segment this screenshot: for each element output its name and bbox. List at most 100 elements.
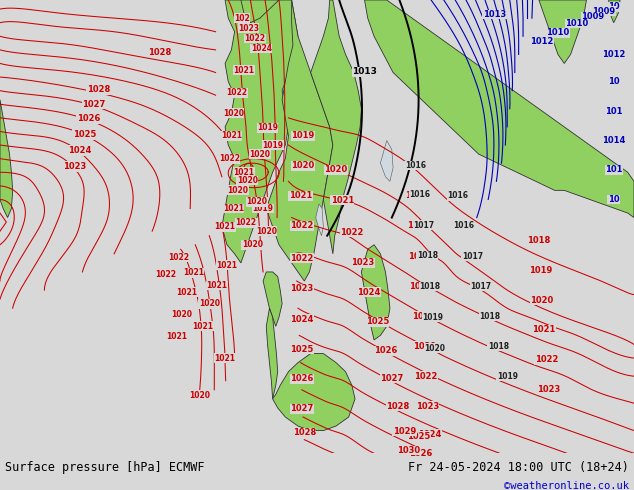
Text: 1021: 1021 [221, 131, 242, 141]
Text: Surface pressure [hPa] ECMWF: Surface pressure [hPa] ECMWF [5, 461, 205, 474]
Text: 1025: 1025 [407, 432, 430, 441]
Text: 1020: 1020 [256, 227, 277, 236]
Text: 10: 10 [608, 77, 619, 86]
Polygon shape [266, 0, 333, 281]
Text: 1021: 1021 [214, 222, 236, 231]
Text: 1024: 1024 [68, 146, 91, 155]
Polygon shape [0, 99, 13, 218]
Text: 1016: 1016 [447, 191, 469, 200]
Text: 1021: 1021 [233, 168, 255, 177]
Text: 1020: 1020 [171, 310, 192, 318]
Text: 1010: 1010 [547, 28, 569, 37]
Text: 1012: 1012 [531, 37, 553, 46]
Text: 1023: 1023 [538, 385, 560, 394]
Text: 1022: 1022 [244, 34, 266, 43]
Polygon shape [361, 245, 390, 340]
Text: 1019: 1019 [496, 372, 518, 381]
Polygon shape [609, 0, 620, 23]
Text: 1020: 1020 [227, 186, 249, 195]
Text: 1020: 1020 [412, 312, 435, 321]
Polygon shape [222, 0, 298, 263]
Text: 1027: 1027 [82, 100, 105, 109]
Text: 1020: 1020 [223, 109, 244, 118]
Text: 1021: 1021 [223, 204, 244, 213]
Text: ©weatheronline.co.uk: ©weatheronline.co.uk [504, 481, 629, 490]
Text: 1023: 1023 [351, 258, 374, 268]
Text: 1022: 1022 [415, 372, 437, 381]
Polygon shape [241, 0, 279, 23]
Text: 1022: 1022 [226, 88, 248, 98]
Text: 1025: 1025 [73, 130, 96, 139]
Text: 1017: 1017 [413, 221, 434, 230]
Polygon shape [365, 0, 634, 218]
Text: 1021: 1021 [233, 66, 255, 75]
Text: 1019: 1019 [252, 204, 274, 213]
Text: 1016: 1016 [453, 221, 475, 230]
Text: 1025: 1025 [290, 344, 313, 353]
Polygon shape [273, 354, 355, 431]
Text: 1021: 1021 [165, 332, 187, 341]
Text: 101: 101 [605, 106, 623, 116]
Text: 1027: 1027 [290, 404, 313, 414]
Text: 1019: 1019 [292, 131, 314, 141]
Text: 1018: 1018 [417, 251, 438, 260]
Text: 1022: 1022 [155, 270, 177, 279]
Text: 1010: 1010 [566, 19, 588, 28]
Text: 1022: 1022 [219, 154, 240, 163]
Text: 1028: 1028 [387, 402, 410, 411]
Text: 1021: 1021 [176, 288, 198, 297]
Text: 1028: 1028 [148, 48, 171, 57]
Text: 1030: 1030 [398, 446, 420, 455]
Text: 1023: 1023 [416, 402, 439, 411]
Text: 1021: 1021 [192, 322, 214, 331]
Text: 1017: 1017 [407, 221, 430, 230]
Text: 1022: 1022 [290, 254, 313, 263]
Text: 1017: 1017 [470, 282, 491, 291]
Polygon shape [539, 0, 586, 64]
Text: 1021: 1021 [214, 354, 236, 363]
Text: 1026: 1026 [374, 346, 397, 355]
Text: 1020: 1020 [292, 161, 314, 171]
Text: 1009: 1009 [581, 12, 604, 21]
Polygon shape [263, 272, 282, 326]
Text: 1020: 1020 [189, 391, 210, 400]
Text: 1018: 1018 [408, 251, 431, 261]
Text: 1027: 1027 [380, 374, 403, 383]
Text: 1026: 1026 [290, 374, 313, 383]
Text: 1023: 1023 [63, 162, 86, 171]
Text: Fr 24-05-2024 18:00 UTC (18+24): Fr 24-05-2024 18:00 UTC (18+24) [408, 461, 629, 474]
Text: 1021: 1021 [413, 342, 436, 351]
Text: 10: 10 [608, 195, 619, 204]
Text: 1013: 1013 [483, 10, 506, 19]
Text: 1016: 1016 [409, 191, 430, 199]
Text: 1022: 1022 [535, 355, 558, 365]
Text: 10: 10 [608, 2, 619, 11]
Text: 1024: 1024 [418, 430, 441, 439]
Text: 1028: 1028 [87, 85, 110, 94]
Text: 1019: 1019 [529, 266, 552, 274]
Text: 1028: 1028 [293, 428, 316, 438]
Text: 1019: 1019 [257, 123, 278, 132]
Text: 1018: 1018 [488, 342, 509, 351]
Text: 1018: 1018 [419, 282, 441, 291]
Text: 1019: 1019 [262, 141, 283, 149]
Text: 1021: 1021 [331, 196, 354, 205]
Text: 1025: 1025 [366, 318, 389, 326]
Text: 1017: 1017 [462, 251, 483, 261]
Text: 1029: 1029 [393, 427, 416, 436]
Text: 1009: 1009 [592, 7, 615, 16]
Text: 1023: 1023 [290, 284, 313, 293]
Text: 1016: 1016 [406, 191, 429, 200]
Text: 1024: 1024 [290, 315, 313, 323]
Text: 1020: 1020 [424, 343, 446, 353]
Text: 1018: 1018 [479, 312, 500, 321]
Text: 1024: 1024 [250, 44, 272, 53]
Text: 1022: 1022 [168, 253, 190, 262]
Text: 1022: 1022 [290, 221, 313, 230]
Text: 1016: 1016 [404, 161, 426, 170]
Polygon shape [316, 204, 323, 236]
Text: 1021: 1021 [216, 261, 238, 270]
Text: 1019: 1019 [422, 313, 443, 322]
Text: 1020: 1020 [242, 240, 263, 249]
Text: 1013: 1013 [352, 67, 377, 76]
